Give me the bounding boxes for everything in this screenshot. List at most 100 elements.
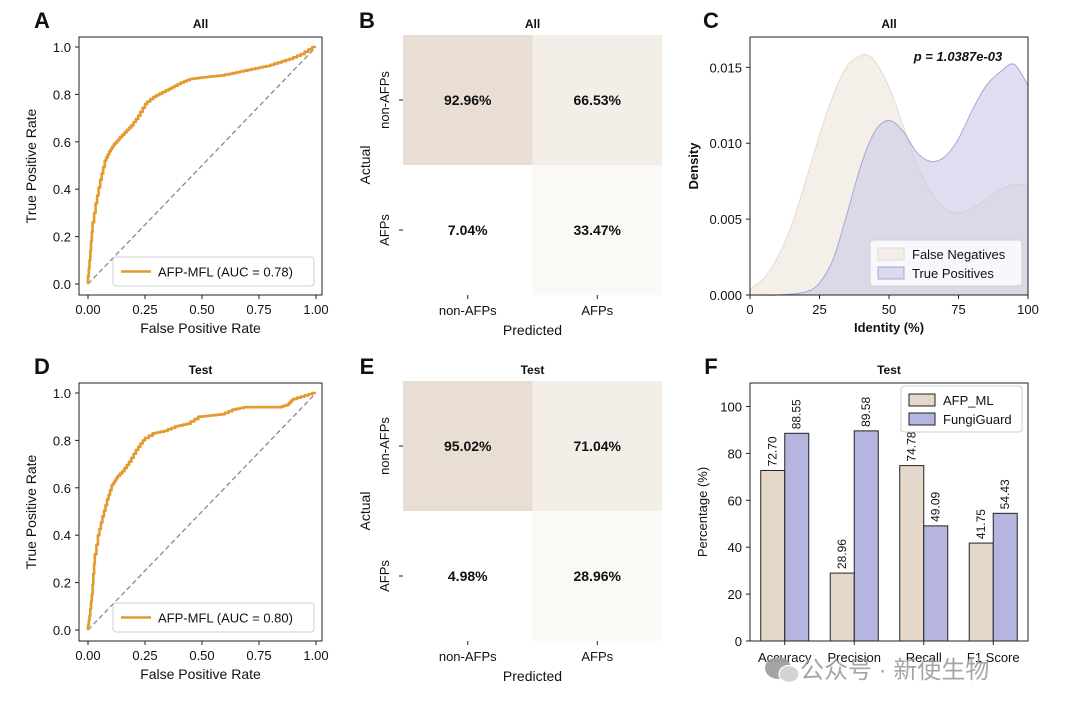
p-value-annotation: p = 1.0387e-03 xyxy=(913,49,1003,64)
bar-fungiguard xyxy=(853,430,879,642)
x-axis-label: False Positive Rate xyxy=(140,666,261,682)
x-tick-label: 25 xyxy=(812,302,826,317)
legend xyxy=(869,239,1023,287)
y-tick-label: 0.015 xyxy=(709,60,742,75)
y-axis-label: Density xyxy=(686,142,701,190)
y-tick-label: 40 xyxy=(728,540,742,555)
y-tick-label: AFPs xyxy=(377,214,392,246)
x-axis-label: False Positive Rate xyxy=(140,320,261,336)
bar-value-label: 72.70 xyxy=(766,436,780,466)
legend-entry: False Negatives xyxy=(912,247,1006,262)
y-tick-label: 0.6 xyxy=(53,481,71,496)
y-tick-label: 0.8 xyxy=(53,433,71,448)
y-tick-label: 0 xyxy=(735,634,742,649)
matrix-cell xyxy=(403,381,533,511)
chart-title: Test xyxy=(189,363,213,377)
bar-afp-ml xyxy=(829,572,855,642)
bar-value-label: 89.58 xyxy=(859,397,873,427)
y-tick-label: 0.0 xyxy=(53,277,71,292)
x-axis-label: Identity (%) xyxy=(854,320,924,335)
panel-label-f: F xyxy=(704,354,717,379)
y-axis-label: Actual xyxy=(357,146,373,185)
plot-frame xyxy=(749,36,1029,296)
y-tick-label: 0.010 xyxy=(709,136,742,151)
legend-entry: AFP-MFL (AUC = 0.78) xyxy=(158,265,293,280)
y-tick-label: 20 xyxy=(728,587,742,602)
cell-value: 66.53% xyxy=(574,92,622,108)
x-tick-label: AFPs xyxy=(581,649,613,664)
x-axis-label: Predicted xyxy=(503,322,562,338)
chart-title: Test xyxy=(877,363,901,377)
x-axis-label: Predicted xyxy=(503,668,562,684)
panel-label-c: C xyxy=(703,8,719,33)
cell-value: 95.02% xyxy=(444,438,492,454)
y-tick-label: 1.0 xyxy=(53,40,71,55)
bar-afp-ml xyxy=(968,542,994,642)
y-axis-label: Percentage (%) xyxy=(695,467,710,557)
bar-fungiguard xyxy=(992,512,1018,642)
y-axis-label: True Positive Rate xyxy=(23,108,39,223)
bar-value-label: 74.78 xyxy=(905,431,919,461)
cell-value: 28.96% xyxy=(574,568,622,584)
cell-value: 71.04% xyxy=(574,438,622,454)
x-tick-label: AFPs xyxy=(581,303,613,318)
panel-a: All 0.00 0.25 0.50 0.75 1.00 0.0 0.2 0.4 0.6 0.8 1.… xyxy=(23,17,329,336)
chart-title: Test xyxy=(521,363,545,377)
bar-value-label: 41.75 xyxy=(974,509,988,539)
panel-c: All 0 25 50 75 100 0.000 0.005 0.010 0.015 Identit… xyxy=(686,17,1039,335)
x-tick-label: 0.50 xyxy=(189,302,214,317)
density-true-positives xyxy=(749,63,1029,296)
watermark: 公众号 · 新使生物 xyxy=(765,657,989,684)
x-tick-label: 1.00 xyxy=(303,648,328,663)
panel-label-d: D xyxy=(34,354,50,379)
legend xyxy=(112,602,315,633)
bar-fungiguard xyxy=(784,432,810,642)
y-tick-label: 0.2 xyxy=(53,576,71,591)
x-tick-label: 0.50 xyxy=(189,648,214,663)
y-tick-label: 0.4 xyxy=(53,528,71,543)
x-tick-label: 0.75 xyxy=(246,302,271,317)
x-tick-label: non-AFPs xyxy=(439,649,497,664)
bar-afp-ml xyxy=(899,465,925,642)
panel-e: Test 95.02% 71.04% 4.98% 28.96% non-AFPs AFPs n… xyxy=(357,363,662,684)
y-tick-label: 80 xyxy=(728,446,742,461)
y-tick-label: 0.005 xyxy=(709,212,742,227)
legend-swatch xyxy=(877,247,905,261)
panel-f: Test72.7088.55Accuracy28.9689.58Precisio… xyxy=(695,363,1023,665)
cell-value: 7.04% xyxy=(448,222,488,238)
x-tick-label: 1.00 xyxy=(303,302,328,317)
panel-label-b: B xyxy=(359,8,375,33)
chance-diagonal-line xyxy=(87,46,317,285)
y-tick-label: 0.8 xyxy=(53,87,71,102)
wechat-icon-bubble xyxy=(778,664,800,684)
legend xyxy=(112,256,315,287)
y-tick-label: 60 xyxy=(728,493,742,508)
matrix-cell xyxy=(532,511,662,641)
x-tick-label: Precision xyxy=(828,650,881,665)
x-tick-label: non-AFPs xyxy=(439,303,497,318)
plot-frame xyxy=(78,382,323,642)
matrix-cell xyxy=(403,511,533,641)
cell-value: 4.98% xyxy=(448,568,488,584)
y-tick-label: 100 xyxy=(720,399,742,414)
chart-title: All xyxy=(193,17,208,31)
chance-diagonal-line xyxy=(87,392,317,631)
bar-value-label: 28.96 xyxy=(835,539,849,569)
plot-frame xyxy=(749,382,1029,642)
x-tick-label: 75 xyxy=(951,302,965,317)
legend-swatch xyxy=(908,393,936,407)
roc-curve xyxy=(86,45,316,284)
chart-title: All xyxy=(881,17,896,31)
y-tick-label: non-AFPs xyxy=(377,417,392,475)
bar-value-label: 49.09 xyxy=(929,492,943,522)
y-tick-label: non-AFPs xyxy=(377,71,392,129)
y-axis-label: Actual xyxy=(357,492,373,531)
matrix-cell xyxy=(532,381,662,511)
legend-swatch xyxy=(877,266,905,280)
bar-afp-ml xyxy=(760,469,786,642)
y-tick-label: 0.6 xyxy=(53,135,71,150)
legend-entry: AFP-MFL (AUC = 0.80) xyxy=(158,611,293,626)
panel-label-a: A xyxy=(34,8,50,33)
x-tick-label: Recall xyxy=(906,650,942,665)
x-tick-label: 0.00 xyxy=(75,302,100,317)
